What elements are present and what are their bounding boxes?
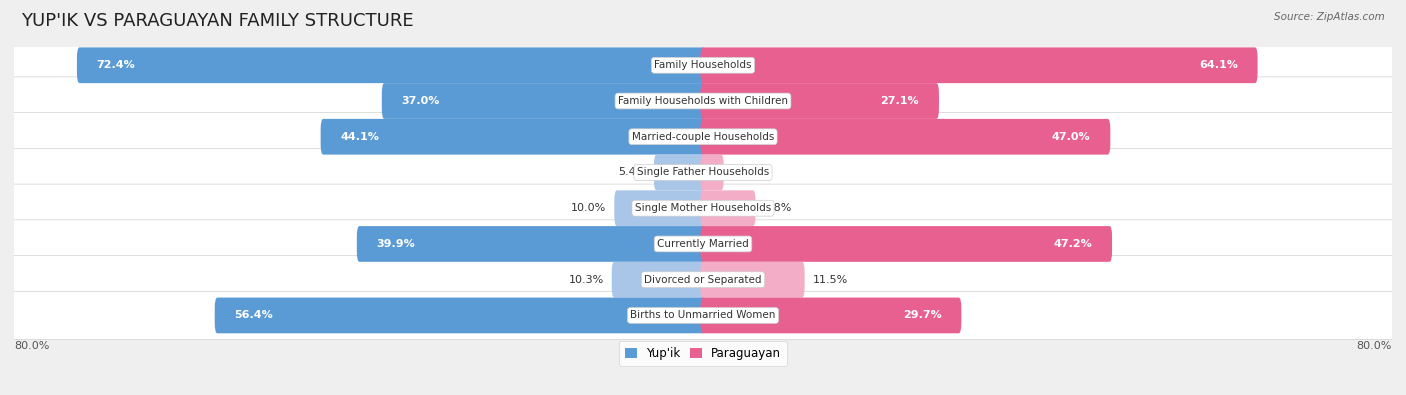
FancyBboxPatch shape <box>382 83 706 119</box>
Legend: Yup'ik, Paraguayan: Yup'ik, Paraguayan <box>619 341 787 366</box>
FancyBboxPatch shape <box>700 119 1111 154</box>
FancyBboxPatch shape <box>700 297 962 333</box>
Text: 5.8%: 5.8% <box>763 203 792 213</box>
FancyBboxPatch shape <box>700 83 939 119</box>
FancyBboxPatch shape <box>700 47 1257 83</box>
Text: 47.0%: 47.0% <box>1052 132 1091 142</box>
FancyBboxPatch shape <box>11 113 1395 161</box>
FancyBboxPatch shape <box>77 47 706 83</box>
FancyBboxPatch shape <box>11 292 1395 340</box>
Text: 64.1%: 64.1% <box>1199 60 1237 70</box>
FancyBboxPatch shape <box>11 220 1395 268</box>
FancyBboxPatch shape <box>614 190 706 226</box>
FancyBboxPatch shape <box>321 119 706 154</box>
FancyBboxPatch shape <box>215 297 706 333</box>
FancyBboxPatch shape <box>700 262 804 297</box>
Text: 37.0%: 37.0% <box>402 96 440 106</box>
Text: 10.0%: 10.0% <box>571 203 606 213</box>
FancyBboxPatch shape <box>700 226 1112 262</box>
Text: Source: ZipAtlas.com: Source: ZipAtlas.com <box>1274 12 1385 22</box>
Text: 72.4%: 72.4% <box>97 60 135 70</box>
Text: 80.0%: 80.0% <box>14 341 49 351</box>
Text: Births to Unmarried Women: Births to Unmarried Women <box>630 310 776 320</box>
FancyBboxPatch shape <box>11 77 1395 125</box>
Text: Married-couple Households: Married-couple Households <box>631 132 775 142</box>
FancyBboxPatch shape <box>654 154 706 190</box>
Text: 47.2%: 47.2% <box>1053 239 1092 249</box>
Text: Family Households with Children: Family Households with Children <box>619 96 787 106</box>
FancyBboxPatch shape <box>612 262 706 297</box>
Text: Currently Married: Currently Married <box>657 239 749 249</box>
FancyBboxPatch shape <box>357 226 706 262</box>
FancyBboxPatch shape <box>700 190 755 226</box>
Text: 5.4%: 5.4% <box>617 167 647 177</box>
Text: 56.4%: 56.4% <box>235 310 273 320</box>
Text: YUP'IK VS PARAGUAYAN FAMILY STRUCTURE: YUP'IK VS PARAGUAYAN FAMILY STRUCTURE <box>21 12 413 30</box>
Text: 2.1%: 2.1% <box>731 167 759 177</box>
FancyBboxPatch shape <box>11 256 1395 304</box>
Text: 39.9%: 39.9% <box>377 239 415 249</box>
Text: Divorced or Separated: Divorced or Separated <box>644 275 762 285</box>
Text: 80.0%: 80.0% <box>1357 341 1392 351</box>
Text: 44.1%: 44.1% <box>340 132 380 142</box>
FancyBboxPatch shape <box>700 154 724 190</box>
Text: 29.7%: 29.7% <box>903 310 942 320</box>
Text: 27.1%: 27.1% <box>880 96 920 106</box>
Text: Family Households: Family Households <box>654 60 752 70</box>
FancyBboxPatch shape <box>11 184 1395 232</box>
Text: Single Mother Households: Single Mother Households <box>636 203 770 213</box>
Text: Single Father Households: Single Father Households <box>637 167 769 177</box>
FancyBboxPatch shape <box>11 41 1395 89</box>
Text: 10.3%: 10.3% <box>568 275 605 285</box>
FancyBboxPatch shape <box>11 149 1395 197</box>
Text: 11.5%: 11.5% <box>813 275 848 285</box>
